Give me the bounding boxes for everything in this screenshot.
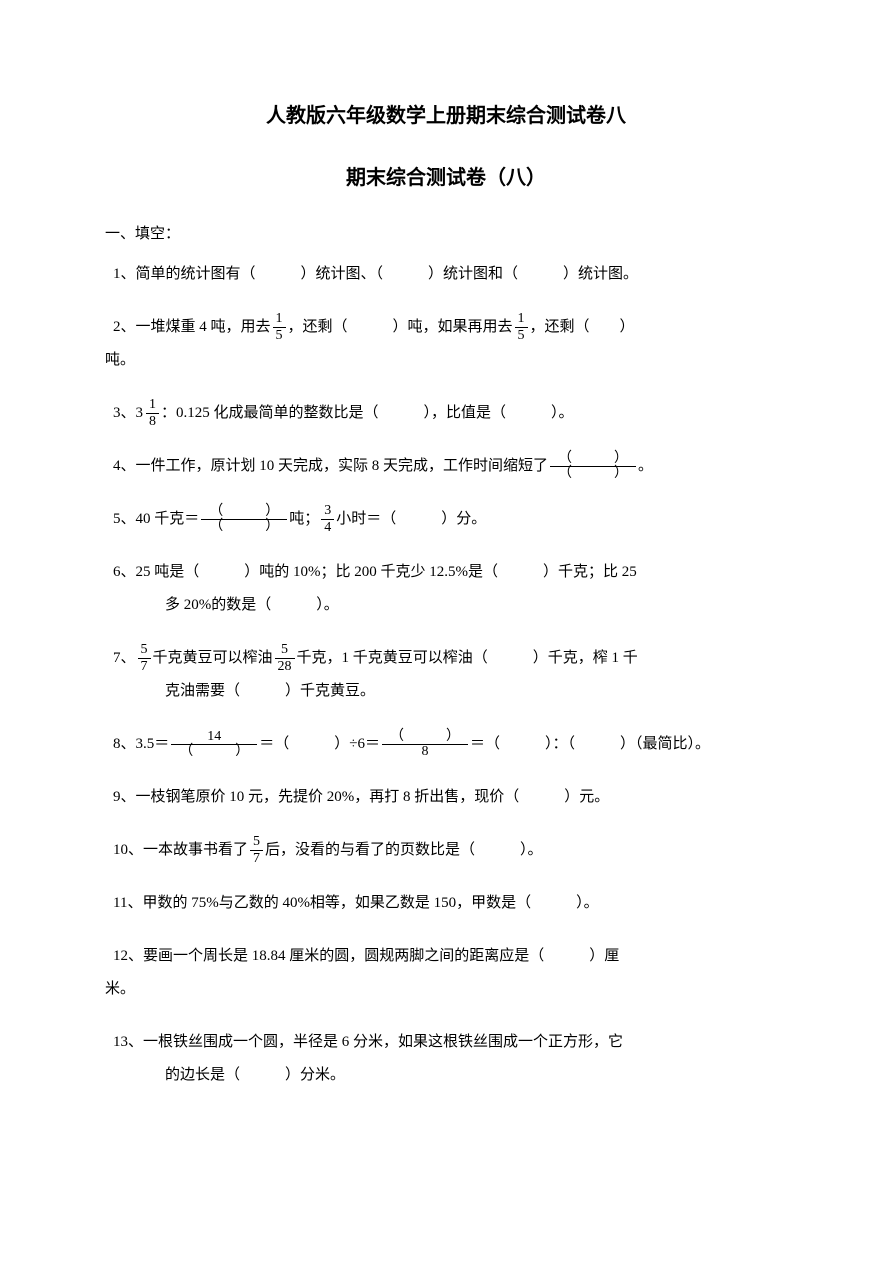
q3-mixed-number: 318	[136, 397, 162, 430]
q10-text-1: 10、一本故事书看了	[113, 842, 248, 858]
q5-text-2: 吨；	[289, 511, 319, 527]
q2-fraction-2: 15	[515, 312, 528, 343]
q8-text-1: 8、3.5＝	[113, 736, 169, 752]
question-11: 11、甲数的 75%与乙数的 40%相等，如果乙数是 150，甲数是（ ）。	[105, 887, 787, 920]
question-9: 9、一枝钢笔原价 10 元，先提价 20%，再打 8 折出售，现价（ ）元。	[105, 781, 787, 814]
question-3: 3、318：0.125 化成最简单的整数比是（ ），比值是（ ）。	[105, 397, 787, 430]
document-subtitle: 期末综合测试卷（八）	[105, 162, 787, 194]
question-13: 13、一根铁丝围成一个圆，半径是 6 分米，如果这根铁丝围成一个正方形，它 的边…	[105, 1026, 787, 1092]
q12-text-1: 12、要画一个周长是 18.84 厘米的圆，圆规两脚之间的距离应是（ ）厘	[113, 948, 619, 964]
q8-text-3: ＝（ ）：（ ）（最简比）。	[470, 736, 710, 752]
q4-text-2: 。	[638, 458, 653, 474]
q2-text-1: 2、一堆煤重 4 吨，用去	[113, 319, 271, 335]
q3-text-2: ：0.125 化成最简单的整数比是（ ），比值是（ ）。	[161, 405, 574, 421]
q8-fraction-1: 14（ ）	[171, 730, 257, 759]
q2-text-4: 吨。	[105, 352, 135, 368]
q8-fraction-2: （ ）8	[382, 730, 468, 759]
q3-text-1: 3、	[113, 405, 136, 421]
q7-text-2: 千克黄豆可以榨油	[153, 650, 273, 666]
q13-text-1: 13、一根铁丝围成一个圆，半径是 6 分米，如果这根铁丝围成一个正方形，它	[113, 1034, 623, 1050]
question-1: 1、简单的统计图有（ ）统计图、（ ）统计图和（ ）统计图。	[105, 258, 787, 291]
q2-text-3: ，还剩（ ）	[530, 319, 635, 335]
q10-text-2: 后，没看的与看了的页数比是（ ）。	[265, 842, 543, 858]
q7-fraction-1: 57	[138, 643, 151, 674]
question-10: 10、一本故事书看了57后，没看的与看了的页数比是（ ）。	[105, 834, 787, 867]
q2-fraction-1: 15	[273, 312, 286, 343]
q5-text-3: 小时＝（ ）分。	[336, 511, 486, 527]
question-6: 6、25 吨是（ ）吨的 10%；比 200 千克少 12.5%是（ ）千克；比…	[105, 556, 787, 622]
q12-text-2: 米。	[105, 981, 135, 997]
q7-text-1: 7、	[113, 650, 136, 666]
q5-fraction-2: 34	[321, 504, 334, 535]
question-12: 12、要画一个周长是 18.84 厘米的圆，圆规两脚之间的距离应是（ ）厘米。	[105, 940, 787, 1006]
q5-text-1: 5、40 千克＝	[113, 511, 199, 527]
q7-text-4: 克油需要（ ）千克黄豆。	[113, 675, 787, 708]
question-7: 7、57千克黄豆可以榨油528千克，1 千克黄豆可以榨油（ ）千克，榨 1 千 …	[105, 642, 787, 708]
q4-text-1: 4、一件工作，原计划 10 天完成，实际 8 天完成，工作时间缩短了	[113, 458, 548, 474]
q10-fraction: 57	[250, 835, 263, 866]
q7-text-3: 千克，1 千克黄豆可以榨油（ ）千克，榨 1 千	[297, 650, 638, 666]
document-title: 人教版六年级数学上册期末综合测试卷八	[105, 100, 787, 132]
question-2: 2、一堆煤重 4 吨，用去15，还剩（ ）吨，如果再用去15，还剩（ ）吨。	[105, 311, 787, 377]
q5-fraction-blank: （ ）（ ）	[201, 505, 287, 534]
q4-fraction-blank: （ ）（ ）	[550, 452, 636, 481]
q2-text-2: ，还剩（ ）吨，如果再用去	[288, 319, 513, 335]
q6-text-2: 多 20%的数是（ ）。	[113, 589, 787, 622]
q7-fraction-2: 528	[275, 643, 295, 674]
question-5: 5、40 千克＝（ ）（ ）吨；34小时＝（ ）分。	[105, 503, 787, 536]
q6-text-1: 6、25 吨是（ ）吨的 10%；比 200 千克少 12.5%是（ ）千克；比…	[113, 564, 637, 580]
question-4: 4、一件工作，原计划 10 天完成，实际 8 天完成，工作时间缩短了（ ）（ ）…	[105, 450, 787, 483]
section-header-1: 一、填空：	[105, 222, 787, 246]
question-8: 8、3.5＝14（ ）＝（ ）÷6＝（ ）8＝（ ）：（ ）（最简比）。	[105, 728, 787, 761]
q8-text-2: ＝（ ）÷6＝	[259, 736, 380, 752]
q13-text-2: 的边长是（ ）分米。	[113, 1059, 787, 1092]
